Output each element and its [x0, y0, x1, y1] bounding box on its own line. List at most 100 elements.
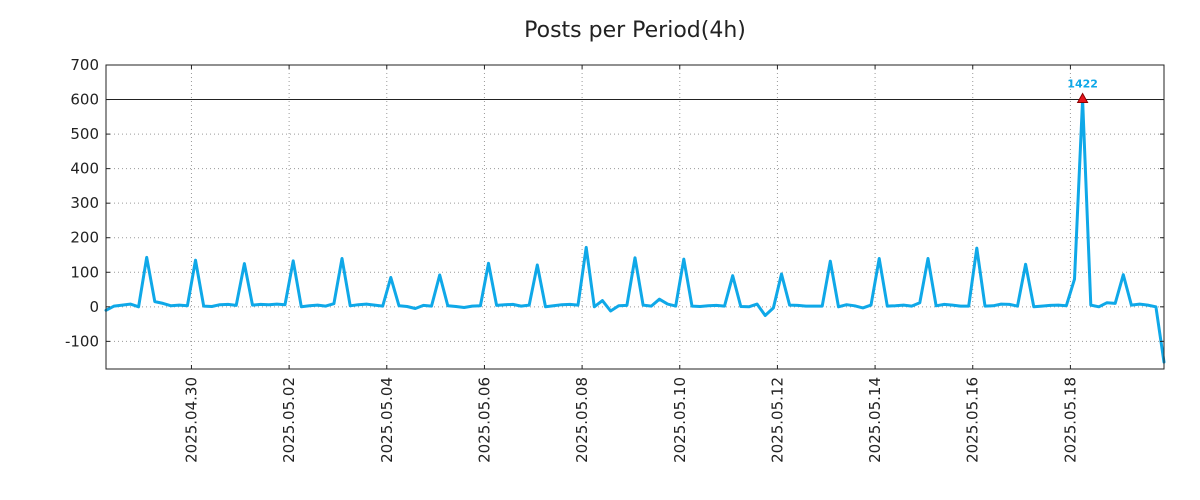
data-point — [861, 306, 865, 310]
data-point — [438, 273, 441, 277]
data-point — [812, 304, 816, 308]
data-point — [275, 302, 279, 306]
data-point — [1138, 302, 1141, 306]
data-point — [1122, 273, 1125, 276]
data-point — [560, 303, 563, 306]
data-point — [585, 246, 588, 249]
data-point — [528, 303, 531, 307]
data-point — [625, 304, 629, 307]
data-point — [1016, 304, 1019, 308]
data-point — [1065, 304, 1068, 307]
data-point — [283, 303, 287, 306]
data-point — [1048, 304, 1052, 307]
x-tick-label: 2025.05.02 — [280, 377, 298, 463]
data-point — [894, 304, 897, 307]
data-point — [349, 304, 352, 307]
data-point — [1032, 305, 1036, 308]
data-point — [259, 303, 262, 306]
data-point — [698, 305, 702, 308]
data-point — [487, 262, 490, 265]
data-point — [1008, 303, 1011, 306]
x-tick-label: 2025.05.14 — [866, 377, 884, 463]
data-point — [731, 274, 734, 277]
data-point — [1024, 263, 1027, 266]
data-point — [519, 304, 523, 308]
data-point — [235, 304, 238, 307]
data-point — [1040, 304, 1044, 308]
y-tick-label: 200 — [70, 229, 99, 247]
data-point — [137, 305, 140, 308]
data-point — [430, 304, 433, 308]
y-tick-label: 100 — [70, 263, 99, 281]
data-point — [641, 303, 645, 307]
plot-frame — [105, 64, 1165, 370]
data-point — [796, 304, 799, 307]
series-line — [104, 98, 1166, 364]
data-point — [682, 257, 685, 261]
data-point — [959, 304, 962, 308]
y-tick-label: 600 — [70, 91, 99, 109]
y-tick-label: 300 — [70, 194, 99, 212]
data-point — [462, 306, 466, 309]
data-point — [511, 303, 515, 306]
series-group — [104, 98, 1166, 364]
data-point — [951, 303, 954, 307]
data-point — [332, 302, 336, 305]
x-tick-label: 2025.05.10 — [671, 377, 689, 463]
data-point — [658, 298, 661, 301]
data-point — [1097, 305, 1101, 308]
data-point — [991, 304, 995, 307]
x-tick-label: 2025.05.06 — [475, 377, 493, 463]
data-point — [161, 302, 165, 305]
data-point — [804, 304, 808, 308]
data-point — [129, 302, 132, 306]
data-point — [316, 303, 319, 307]
gridlines — [106, 64, 1164, 369]
data-point — [218, 303, 222, 306]
data-point — [145, 256, 148, 259]
data-point — [780, 272, 783, 276]
data-point — [544, 305, 547, 308]
data-point — [910, 304, 913, 308]
y-tick-label: -100 — [65, 332, 99, 350]
data-point — [853, 304, 856, 307]
data-point — [739, 305, 742, 308]
data-point — [194, 259, 197, 262]
data-point — [650, 304, 653, 308]
data-point — [405, 305, 409, 308]
peak-annotation-group: 1422 — [1067, 78, 1098, 104]
data-point — [503, 303, 506, 306]
data-point — [397, 304, 401, 307]
data-point — [845, 303, 848, 306]
data-point — [422, 304, 425, 307]
data-point — [389, 276, 392, 279]
x-tick-label: 2025.05.16 — [964, 377, 982, 463]
data-point — [1057, 303, 1060, 307]
data-point — [178, 303, 181, 307]
data-point — [1114, 302, 1117, 305]
data-point — [210, 305, 213, 308]
data-point — [202, 304, 205, 308]
data-point — [153, 300, 156, 303]
data-point — [829, 260, 832, 263]
data-point — [878, 257, 881, 260]
data-point — [454, 305, 458, 308]
data-point — [772, 306, 775, 310]
data-point — [226, 303, 230, 306]
data-point — [601, 299, 604, 302]
data-point — [1154, 305, 1158, 308]
data-point — [324, 304, 327, 308]
y-tick-label: 400 — [70, 160, 99, 178]
y-tick-label: 700 — [70, 56, 99, 74]
chart-title: Posts per Period(4h) — [524, 18, 746, 43]
x-tick-label: 2025.05.18 — [1061, 377, 1079, 463]
data-point — [886, 304, 889, 308]
data-point — [918, 301, 921, 304]
data-point — [690, 304, 694, 308]
data-point — [536, 263, 539, 267]
data-point — [186, 304, 189, 307]
data-point — [292, 259, 295, 263]
data-point — [975, 246, 978, 250]
data-point — [1089, 303, 1093, 307]
